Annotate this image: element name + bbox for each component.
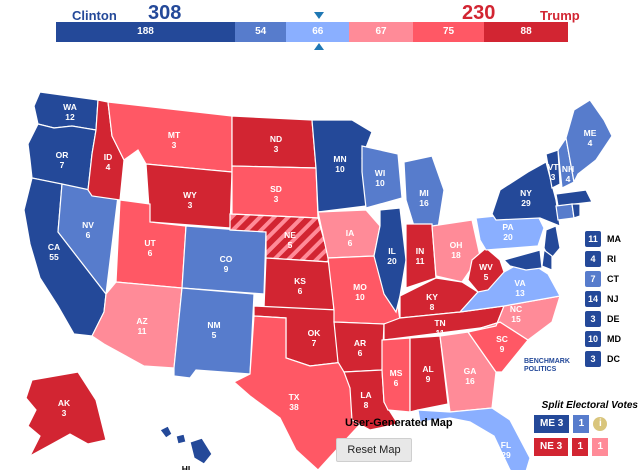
midpoint-down-arrow-icon <box>314 12 324 19</box>
small-state-ev-box[interactable]: 4 <box>585 251 601 267</box>
small-state-ev-box[interactable]: 7 <box>585 271 601 287</box>
trump-total: 230 <box>462 2 496 24</box>
state-nj[interactable] <box>543 225 561 262</box>
reset-map-button[interactable]: Reset Map <box>336 438 412 462</box>
state-label-hi: HI <box>182 464 191 470</box>
small-state-label: RI <box>607 254 616 264</box>
small-state-ri[interactable]: 4 RI <box>585 250 621 268</box>
state-in[interactable] <box>405 223 437 289</box>
ev-segment-likely-r: 75 <box>412 22 485 42</box>
state-ms[interactable] <box>381 337 411 413</box>
small-state-nj[interactable]: 14 NJ <box>585 290 621 308</box>
state-wy[interactable] <box>145 163 233 229</box>
state-hi[interactable] <box>159 425 213 465</box>
state-fl[interactable] <box>417 407 531 470</box>
state-ks[interactable] <box>263 257 335 311</box>
header: Clinton 308 230 Trump 188 54 66 67 75 88 <box>0 0 640 50</box>
clinton-name: Clinton <box>72 8 117 23</box>
small-state-label: MA <box>607 234 621 244</box>
state-de[interactable] <box>541 248 553 271</box>
state-al[interactable] <box>409 335 449 413</box>
small-state-ma[interactable]: 11 MA <box>585 230 621 248</box>
state-az[interactable] <box>91 281 183 369</box>
small-state-de[interactable]: 3 DE <box>585 310 621 328</box>
state-me[interactable] <box>565 99 613 184</box>
map-title: User-Generated Map <box>345 417 453 429</box>
small-state-md[interactable]: 10 MD <box>585 330 621 348</box>
state-ia[interactable] <box>317 209 381 259</box>
nebraska-district-box-1[interactable]: 1 <box>572 438 589 456</box>
state-wa[interactable] <box>33 91 99 131</box>
state-ct[interactable] <box>555 203 575 221</box>
small-state-ev-box[interactable]: 3 <box>585 351 601 367</box>
state-mt[interactable] <box>107 101 233 173</box>
info-icon[interactable]: i <box>593 417 608 431</box>
state-va[interactable] <box>458 259 561 313</box>
small-state-dc[interactable]: 3 DC <box>585 350 621 368</box>
state-vt[interactable] <box>545 149 561 189</box>
logo-text: BENCHMARK POLITICS <box>524 358 570 373</box>
split-votes-title: Split Electoral Votes <box>541 400 638 411</box>
small-state-label: CT <box>607 274 619 284</box>
small-state-ev-box[interactable]: 14 <box>585 291 601 307</box>
maine-split-row: ME 3 1 i <box>534 415 638 433</box>
state-md[interactable] <box>502 249 543 271</box>
state-ak[interactable] <box>25 371 107 458</box>
maine-district-box[interactable]: 1 <box>573 415 590 433</box>
small-state-label: DE <box>607 314 620 324</box>
ev-bar: 188 54 66 67 75 88 <box>56 22 568 42</box>
split-electoral-votes: Split Electoral Votes ME 3 1 i NE 3 1 1 <box>520 400 638 461</box>
state-ny[interactable] <box>491 161 561 227</box>
small-states-list: 11 MA 4 RI 7 CT 14 NJ 3 DE 10 MD 3 DC <box>585 230 621 370</box>
trump-name: Trump <box>540 8 580 23</box>
midpoint-up-arrow-icon <box>314 43 324 50</box>
state-mi[interactable] <box>403 155 445 229</box>
small-state-label: NJ <box>607 294 619 304</box>
clinton-total: 308 <box>148 2 182 24</box>
maine-label: ME 3 <box>534 415 570 433</box>
small-state-label: MD <box>607 334 621 344</box>
state-wi[interactable] <box>361 145 403 209</box>
ev-segment-lean-d: 66 <box>286 22 350 42</box>
small-state-ev-box[interactable]: 10 <box>585 331 601 347</box>
state-ma[interactable] <box>555 189 593 207</box>
nebraska-label: NE 3 <box>534 438 569 456</box>
small-state-ev-box[interactable]: 3 <box>585 311 601 327</box>
ev-segment-solid-d: 188 <box>56 22 235 42</box>
small-state-label: DC <box>607 354 620 364</box>
nebraska-district-box-2[interactable]: 1 <box>592 438 609 456</box>
ev-segment-solid-r: 88 <box>484 22 568 42</box>
ev-segment-lean-r: 67 <box>349 22 413 42</box>
small-state-ct[interactable]: 7 CT <box>585 270 621 288</box>
state-ar[interactable] <box>333 321 385 373</box>
state-sd[interactable] <box>231 165 319 219</box>
state-il[interactable] <box>373 207 407 314</box>
state-nm[interactable] <box>173 287 255 379</box>
state-co[interactable] <box>181 225 267 295</box>
state-tx[interactable] <box>232 315 371 470</box>
state-ri[interactable] <box>571 203 581 219</box>
small-state-ev-box[interactable]: 11 <box>585 231 601 247</box>
ev-segment-likely-d: 54 <box>235 22 287 42</box>
state-nd[interactable] <box>231 115 317 169</box>
nebraska-split-row: NE 3 1 1 <box>534 438 638 456</box>
